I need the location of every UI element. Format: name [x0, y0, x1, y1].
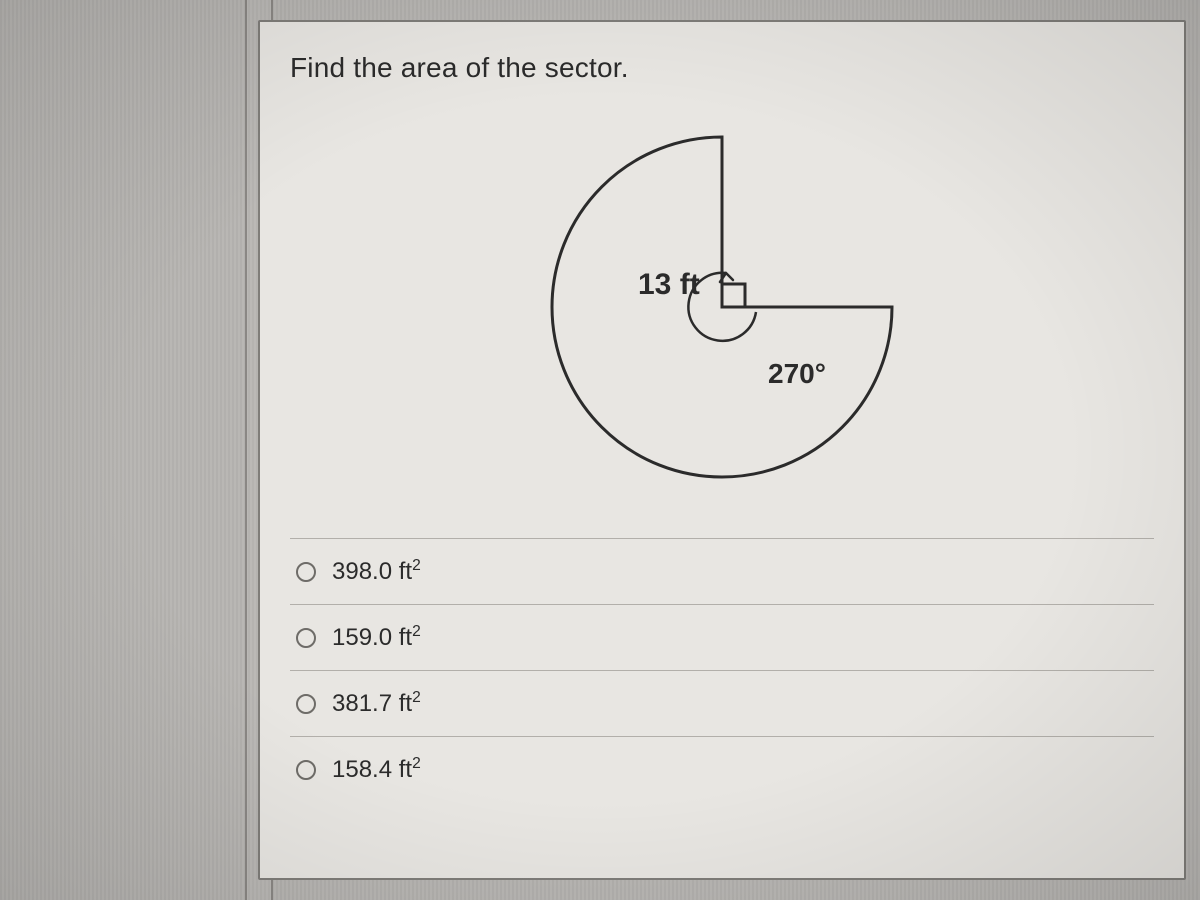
option-c[interactable]: 381.7 ft2: [290, 670, 1154, 736]
sector-figure: 13 ft 270°: [290, 112, 1154, 502]
radio-icon: [296, 628, 316, 648]
option-unit: ft: [399, 690, 412, 717]
option-unit: ft: [399, 558, 412, 585]
option-value: 159.0: [332, 624, 392, 651]
radio-icon: [296, 694, 316, 714]
radio-icon: [296, 760, 316, 780]
option-unit: ft: [399, 624, 412, 651]
page-root: Find the area of the sector. 13 ft: [0, 0, 1200, 900]
right-angle-marker: [722, 284, 745, 307]
option-label: 381.7 ft2: [332, 689, 421, 718]
radio-icon: [296, 562, 316, 582]
option-exp: 2: [412, 689, 421, 706]
option-exp: 2: [412, 623, 421, 640]
option-exp: 2: [412, 557, 421, 574]
option-value: 158.4: [332, 756, 392, 783]
option-label: 159.0 ft2: [332, 623, 421, 652]
option-exp: 2: [412, 755, 421, 772]
option-label: 398.0 ft2: [332, 557, 421, 586]
option-value: 398.0: [332, 558, 392, 585]
option-a[interactable]: 398.0 ft2: [290, 538, 1154, 604]
sector-svg: [512, 112, 932, 502]
option-d[interactable]: 158.4 ft2: [290, 736, 1154, 802]
option-value: 381.7: [332, 690, 392, 717]
question-prompt: Find the area of the sector.: [290, 52, 1154, 84]
question-card: Find the area of the sector. 13 ft: [258, 20, 1186, 880]
option-label: 158.4 ft2: [332, 755, 421, 784]
option-b[interactable]: 159.0 ft2: [290, 604, 1154, 670]
answer-options: 398.0 ft2 159.0 ft2 381.7 ft2: [290, 538, 1154, 802]
sector-diagram: 13 ft 270°: [512, 112, 932, 502]
option-unit: ft: [399, 756, 412, 783]
radius-label: 13 ft: [638, 268, 700, 302]
angle-label: 270°: [768, 358, 826, 390]
sector-outline: [552, 137, 892, 477]
